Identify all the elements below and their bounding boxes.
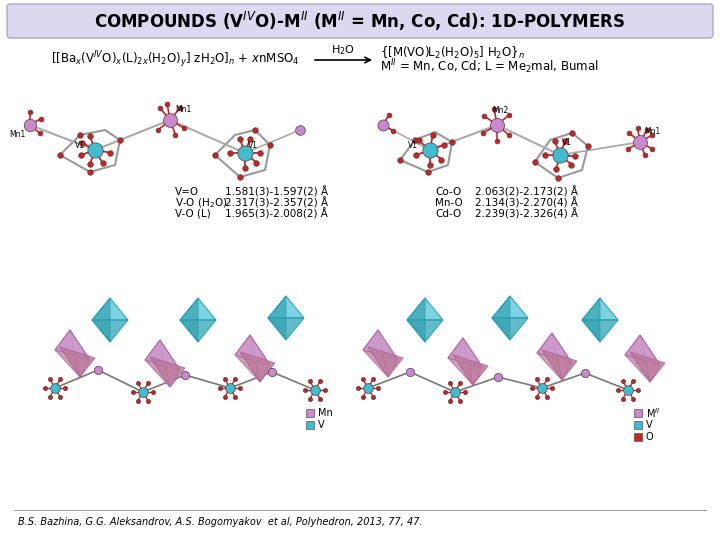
Polygon shape <box>92 298 128 320</box>
Polygon shape <box>630 352 665 382</box>
Polygon shape <box>180 298 216 320</box>
Polygon shape <box>70 330 90 377</box>
Text: 2.134(3)-2.270(4) Å: 2.134(3)-2.270(4) Å <box>475 197 578 208</box>
Text: 1.581(3)-1.597(2) Å: 1.581(3)-1.597(2) Å <box>225 186 328 198</box>
Text: H$_2$O: H$_2$O <box>331 43 355 57</box>
Polygon shape <box>180 298 198 342</box>
Text: Mn1: Mn1 <box>175 105 192 114</box>
Polygon shape <box>625 335 660 365</box>
Polygon shape <box>378 330 398 377</box>
Polygon shape <box>537 333 572 363</box>
Polygon shape <box>537 333 562 380</box>
Text: Cd-O: Cd-O <box>435 209 462 219</box>
Text: 1.965(3)-2.008(2) Å: 1.965(3)-2.008(2) Å <box>225 208 328 220</box>
Polygon shape <box>407 320 443 342</box>
Polygon shape <box>582 298 600 342</box>
Text: V-O (L): V-O (L) <box>175 209 211 219</box>
Text: V1: V1 <box>408 141 418 150</box>
Polygon shape <box>235 335 270 365</box>
FancyBboxPatch shape <box>7 4 713 38</box>
Text: Mn1: Mn1 <box>644 127 660 136</box>
Text: V-O (H$_2$O): V-O (H$_2$O) <box>175 196 228 210</box>
Text: M$^{II}$ = Mn, Co, Cd; L = Me$_2$mal, Bumal: M$^{II}$ = Mn, Co, Cd; L = Me$_2$mal, Bu… <box>380 58 599 76</box>
Polygon shape <box>582 298 618 320</box>
Polygon shape <box>363 330 388 377</box>
Polygon shape <box>180 320 216 342</box>
Text: 2.239(3)-2.326(4) Å: 2.239(3)-2.326(4) Å <box>475 208 578 220</box>
Polygon shape <box>55 330 90 360</box>
Polygon shape <box>448 338 473 385</box>
Text: V1: V1 <box>562 138 572 147</box>
Polygon shape <box>92 298 110 342</box>
Polygon shape <box>60 347 95 377</box>
Text: V=O: V=O <box>175 187 199 197</box>
Polygon shape <box>492 296 528 318</box>
Polygon shape <box>552 333 572 380</box>
Text: Mn-O: Mn-O <box>435 198 463 208</box>
Polygon shape <box>407 298 425 342</box>
Polygon shape <box>250 335 270 382</box>
Polygon shape <box>145 340 170 387</box>
Polygon shape <box>160 340 180 387</box>
Text: O: O <box>646 432 654 442</box>
Polygon shape <box>492 318 528 340</box>
Polygon shape <box>625 335 650 382</box>
Polygon shape <box>92 320 128 342</box>
Text: 2.063(2)-2.173(2) Å: 2.063(2)-2.173(2) Å <box>475 186 578 198</box>
Polygon shape <box>235 335 260 382</box>
Text: COMPOUNDS (V$^{IV}$O)-M$^{II}$ (M$^{II}$ = Mn, Co, Cd): 1D-POLYMERS: COMPOUNDS (V$^{IV}$O)-M$^{II}$ (M$^{II}$… <box>94 10 626 32</box>
Polygon shape <box>145 340 180 370</box>
Polygon shape <box>240 352 275 382</box>
Polygon shape <box>268 318 304 340</box>
Text: Mn2: Mn2 <box>492 106 508 115</box>
Polygon shape <box>448 338 483 368</box>
Text: Mn1: Mn1 <box>9 130 25 139</box>
Text: V: V <box>646 420 652 430</box>
Text: Mn: Mn <box>318 408 333 418</box>
Text: B.S. Bazhina, G.G. Aleksandrov, A.S. Bogomyakov  et al, Polyhedron, 2013, 77, 47: B.S. Bazhina, G.G. Aleksandrov, A.S. Bog… <box>18 517 423 527</box>
Text: V: V <box>318 420 325 430</box>
Text: M$^{II}$: M$^{II}$ <box>646 406 660 420</box>
Text: 2.317(3)-2.357(2) Å: 2.317(3)-2.357(2) Å <box>225 197 328 208</box>
Text: V1: V1 <box>248 140 258 150</box>
Polygon shape <box>363 330 398 360</box>
Polygon shape <box>453 355 488 385</box>
Text: [[Ba$_x$(V$^{IV}$O)$_x$(L)$_{2x}$(H$_2$O)$_y$] zH$_2$O]$_n$ + $x$nMSO$_4$: [[Ba$_x$(V$^{IV}$O)$_x$(L)$_{2x}$(H$_2$O… <box>50 50 300 70</box>
Polygon shape <box>582 320 618 342</box>
Polygon shape <box>150 357 185 387</box>
Polygon shape <box>542 350 577 380</box>
Polygon shape <box>268 296 286 340</box>
Text: V1: V1 <box>75 141 85 151</box>
Polygon shape <box>492 296 510 340</box>
Polygon shape <box>368 347 403 377</box>
Text: Co-O: Co-O <box>435 187 462 197</box>
Text: {[M(VO)L$_2$(H$_2$O)$_5$] H$_2$O}$_n$: {[M(VO)L$_2$(H$_2$O)$_5$] H$_2$O}$_n$ <box>380 45 525 61</box>
Polygon shape <box>407 298 443 320</box>
Polygon shape <box>268 296 304 318</box>
Polygon shape <box>640 335 660 382</box>
Polygon shape <box>55 330 80 377</box>
Polygon shape <box>463 338 483 385</box>
